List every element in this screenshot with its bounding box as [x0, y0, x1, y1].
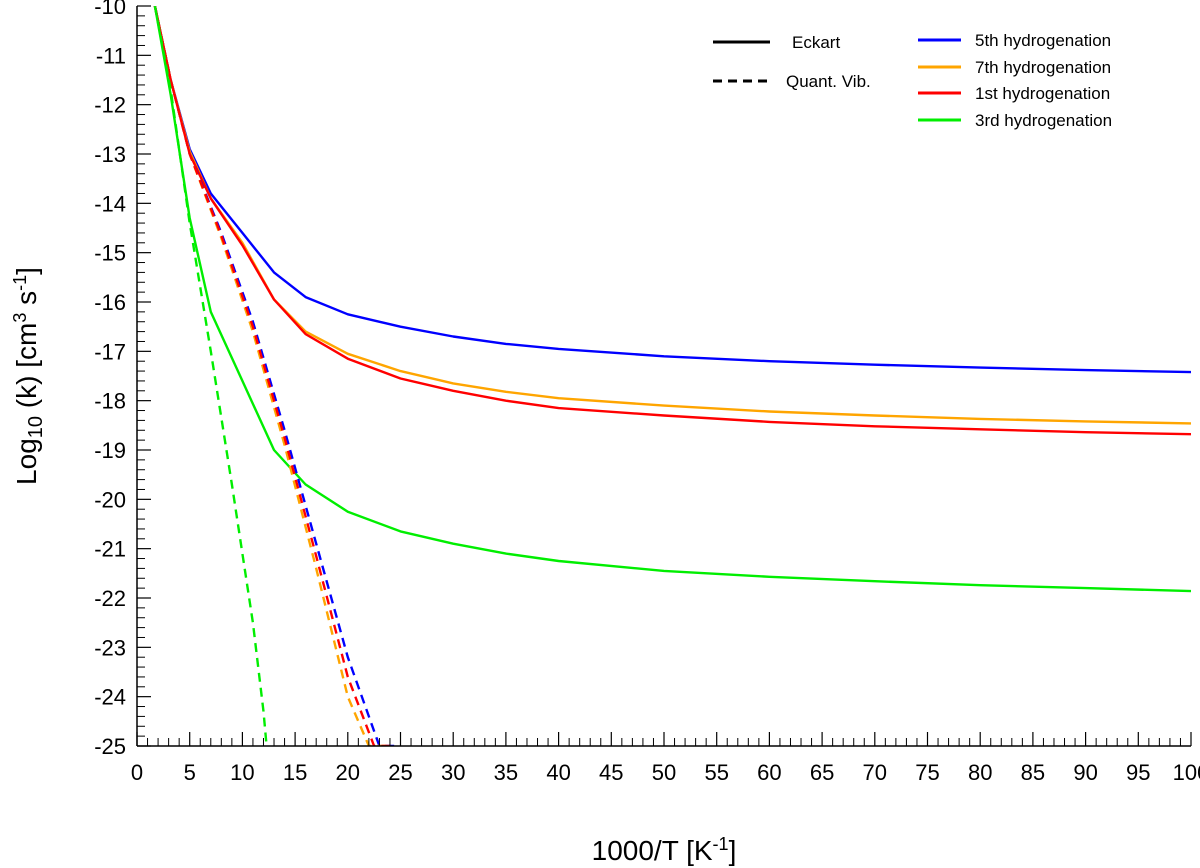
x-tick-label: 30 — [441, 760, 465, 785]
style-legend-label-quant-vib: Quant. Vib. — [786, 72, 871, 91]
x-tick-label: 65 — [810, 760, 834, 785]
x-tick-label: 80 — [968, 760, 992, 785]
x-tick-label: 5 — [184, 760, 196, 785]
y-tick-label: -17 — [94, 339, 126, 364]
y-tick-label: -13 — [94, 142, 126, 167]
y-tick-label: -11 — [96, 43, 126, 68]
y-axis-label-mid: (k) [cm — [11, 323, 42, 416]
x-axis-label: 1000/T [K-1] — [592, 834, 737, 866]
y-tick-label: -10 — [94, 0, 126, 19]
x-tick-label: 60 — [757, 760, 781, 785]
series-line-1st-hydrogenation-quant-vib — [153, 6, 390, 746]
legend-label-3rd-hydrogenation: 3rd hydrogenation — [975, 111, 1112, 130]
y-tick-label: -18 — [94, 389, 126, 414]
x-axis-label-main: 1000/T [K — [592, 835, 713, 866]
series-line-3rd-hydrogenation-eckart — [153, 6, 1191, 593]
x-tick-label: 55 — [704, 760, 728, 785]
series-layer — [153, 6, 1191, 746]
x-tick-label: 15 — [283, 760, 307, 785]
x-tick-label: 35 — [494, 760, 518, 785]
style-legend-label-eckart: Eckart — [792, 33, 840, 52]
x-tick-label: 100 — [1173, 760, 1200, 785]
x-tick-label: 70 — [863, 760, 887, 785]
legend-label-7th-hydrogenation: 7th hydrogenation — [975, 58, 1111, 77]
y-tick-label: -21 — [94, 537, 126, 562]
y-tick-label: -22 — [94, 586, 126, 611]
y-axis-label-sub: 10 — [25, 416, 47, 438]
x-tick-label: 50 — [652, 760, 676, 785]
x-tick-label: 45 — [599, 760, 623, 785]
y-axis-label-end: ] — [11, 267, 42, 275]
legend-label-5th-hydrogenation: 5th hydrogenation — [975, 31, 1111, 50]
x-axis-label-end: ] — [729, 835, 737, 866]
series-legend: 5th hydrogenation 7th hydrogenation 1st … — [918, 31, 1112, 130]
style-legend: Eckart Quant. Vib. — [713, 33, 871, 91]
plot-area — [137, 6, 1191, 746]
x-tick-label: 40 — [546, 760, 570, 785]
x-tick-label: 0 — [131, 760, 143, 785]
series-line-1st-hydrogenation-eckart — [153, 6, 1191, 436]
x-tick-label: 85 — [1021, 760, 1045, 785]
ticks-layer: 0 5 10 15 20 25 30 35 40 45 50 55 60 65 70 75 80 85 90 95 10… — [94, 0, 1200, 785]
y-tick-label: -20 — [94, 487, 126, 512]
x-tick-label: 10 — [230, 760, 254, 785]
series-line-3rd-hydrogenation-quant-vib — [153, 6, 268, 746]
series-line-5th-hydrogenation-eckart — [153, 6, 1191, 374]
x-tick-label: 25 — [388, 760, 412, 785]
y-axis-label-sup1: 3 — [10, 313, 30, 323]
x-axis-label-sup: -1 — [713, 834, 729, 854]
y-tick-label: -14 — [94, 191, 126, 216]
y-tick-label: -23 — [94, 635, 126, 660]
y-tick-label: -19 — [94, 438, 126, 463]
y-axis-label-pre: Log — [11, 438, 42, 485]
y-tick-label: -25 — [94, 734, 126, 759]
x-tick-label: 75 — [915, 760, 939, 785]
x-tick-label: 95 — [1126, 760, 1150, 785]
y-axis-label: Log10 (k) [cm3 s-1] — [10, 267, 47, 485]
y-tick-label: -15 — [94, 241, 126, 266]
y-tick-label: -24 — [94, 685, 126, 710]
x-tick-label: 20 — [336, 760, 360, 785]
y-tick-label: -16 — [94, 290, 126, 315]
y-axis-label-mid2: s — [11, 291, 42, 313]
y-tick-label: -12 — [94, 93, 126, 118]
x-tick-label: 90 — [1073, 760, 1097, 785]
legend-label-1st-hydrogenation: 1st hydrogenation — [975, 84, 1110, 103]
y-axis-label-sup2: -1 — [10, 275, 30, 291]
